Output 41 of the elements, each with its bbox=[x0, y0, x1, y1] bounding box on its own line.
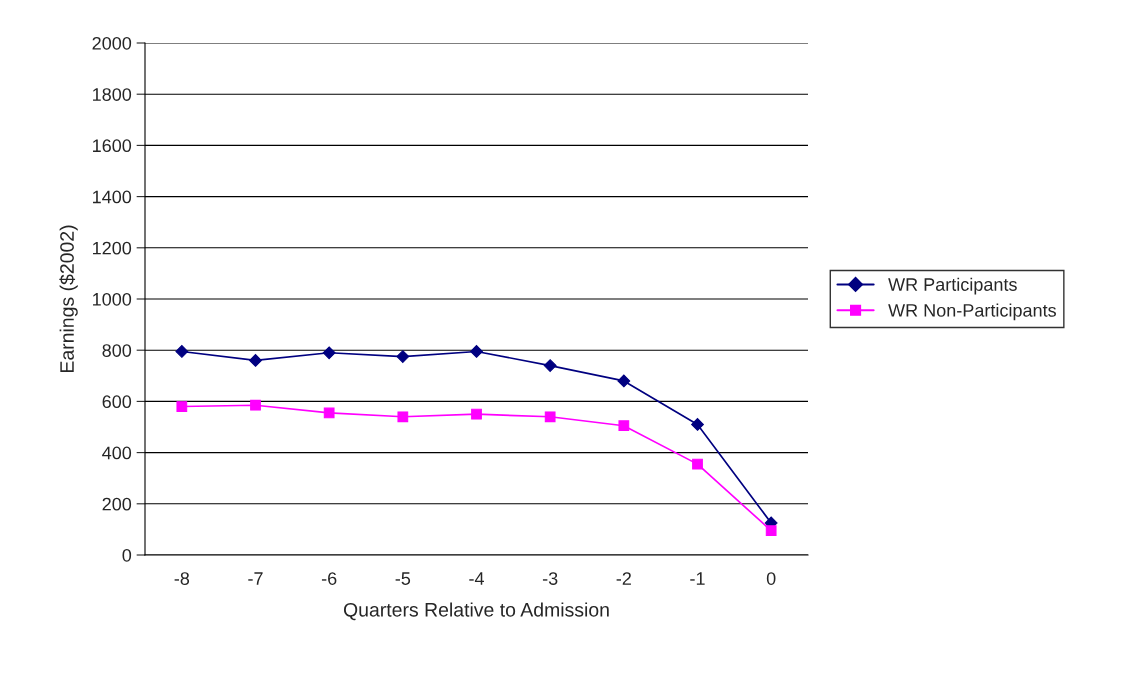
y-tick-label: 200 bbox=[102, 497, 132, 511]
point bbox=[323, 407, 335, 419]
x-tick-label: -2 bbox=[616, 572, 631, 585]
point bbox=[322, 346, 336, 360]
point bbox=[543, 359, 557, 372]
x-tick-label: -5 bbox=[395, 572, 411, 585]
x-tick-label: -4 bbox=[469, 572, 484, 585]
y-tick-label: 1600 bbox=[93, 139, 132, 153]
y-tick-label: 1400 bbox=[93, 190, 132, 204]
x-tick-label: -7 bbox=[248, 572, 263, 585]
y-axis-title: Earnings ($2002) bbox=[59, 225, 78, 372]
x-tick-label: -6 bbox=[321, 572, 337, 585]
point bbox=[692, 458, 703, 470]
point bbox=[249, 354, 262, 367]
y-tick-label: 1000 bbox=[93, 292, 132, 306]
y-tick-label: 0 bbox=[122, 548, 132, 562]
point bbox=[617, 374, 631, 388]
y-tick-label: 600 bbox=[102, 395, 132, 409]
x-tick-label: -8 bbox=[174, 572, 190, 585]
x-tick-label: -1 bbox=[690, 572, 705, 585]
point bbox=[396, 350, 410, 364]
legend-label: WR Non-Participants bbox=[888, 303, 1056, 321]
legend-label: WR Participants bbox=[888, 277, 1017, 295]
x-axis-title: Quarters Relative to Admission bbox=[343, 602, 609, 621]
point bbox=[618, 420, 630, 432]
point bbox=[544, 411, 556, 423]
point bbox=[470, 345, 483, 358]
point bbox=[691, 418, 704, 431]
point bbox=[765, 525, 777, 537]
y-tick-label: 400 bbox=[102, 446, 132, 460]
y-tick-label: 1200 bbox=[93, 241, 132, 255]
point bbox=[397, 411, 409, 423]
point bbox=[471, 408, 482, 420]
x-tick-label: 0 bbox=[766, 572, 776, 585]
point bbox=[176, 401, 188, 412]
y-tick-label: 2000 bbox=[92, 36, 132, 50]
y-tick-label: 800 bbox=[102, 344, 132, 357]
point bbox=[250, 399, 261, 411]
x-tick-label: -3 bbox=[542, 572, 558, 585]
point bbox=[175, 345, 189, 358]
y-tick-label: 1800 bbox=[93, 88, 132, 101]
